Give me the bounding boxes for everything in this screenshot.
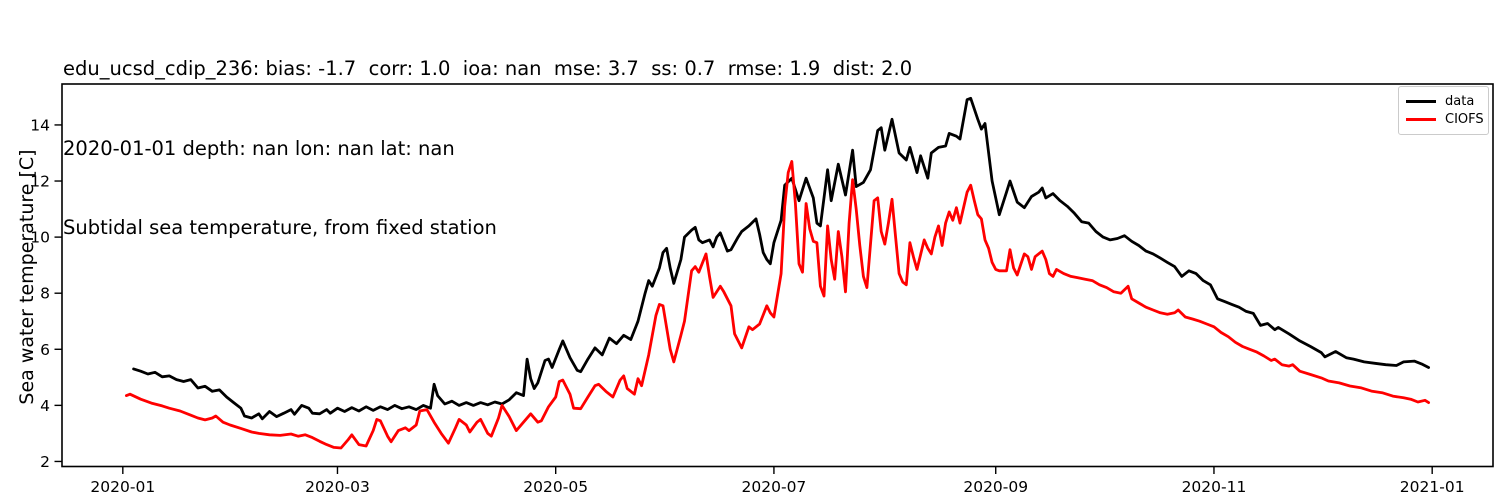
y-tick-label: 2: [40, 453, 50, 471]
data-series-line: [132, 96, 1430, 421]
y-tick-label: 14: [30, 116, 50, 134]
x-axis-ticks: 2020-01 2020-03 2020-05 2020-07 2020-09 2020-…: [90, 466, 1465, 496]
series-lines: [125, 96, 1430, 450]
x-tick-label: 2020-07: [742, 478, 807, 496]
chart-title-stats: edu_ucsd_cdip_236: bias: -1.7 corr: 1.0 …: [63, 57, 913, 80]
legend-label-data: data: [1445, 94, 1475, 110]
ciofs-series-line: [125, 159, 1430, 450]
y-axis-ticks: 2 4 6 8 10 12 14: [30, 116, 62, 471]
x-tick-label: 2020-05: [523, 478, 588, 496]
legend: data CIOFS: [1398, 86, 1489, 135]
chart-title-date-meta: 2020-01-01 depth: nan lon: nan lat: nan: [63, 136, 455, 160]
x-tick-label: 2020-11: [1182, 478, 1247, 496]
chart-title-description: Subtidal sea temperature, from fixed sta…: [63, 216, 497, 239]
x-tick-label: 2021-01: [1400, 478, 1465, 496]
legend-item-ciofs: CIOFS: [1406, 111, 1484, 129]
y-tick-label: 4: [40, 397, 50, 415]
x-tick-label: 2020-03: [305, 478, 370, 496]
x-tick-label: 2020-01: [90, 478, 155, 496]
x-tick-label: 2020-09: [963, 478, 1028, 496]
legend-label-ciofs: CIOFS: [1445, 111, 1484, 127]
axes-frame: [61, 83, 1494, 468]
y-tick-label: 8: [40, 285, 50, 303]
chart-title-block: edu_ucsd_cdip_236: bias: -1.7 corr: 1.0 …: [63, 3, 912, 295]
ciofs-line-sample: [1406, 117, 1436, 121]
y-tick-label: 6: [40, 341, 50, 359]
y-tick-label: 10: [30, 229, 50, 247]
legend-item-data: data: [1406, 93, 1481, 111]
data-line-sample: [1406, 100, 1436, 104]
y-tick-label: 12: [30, 173, 50, 191]
